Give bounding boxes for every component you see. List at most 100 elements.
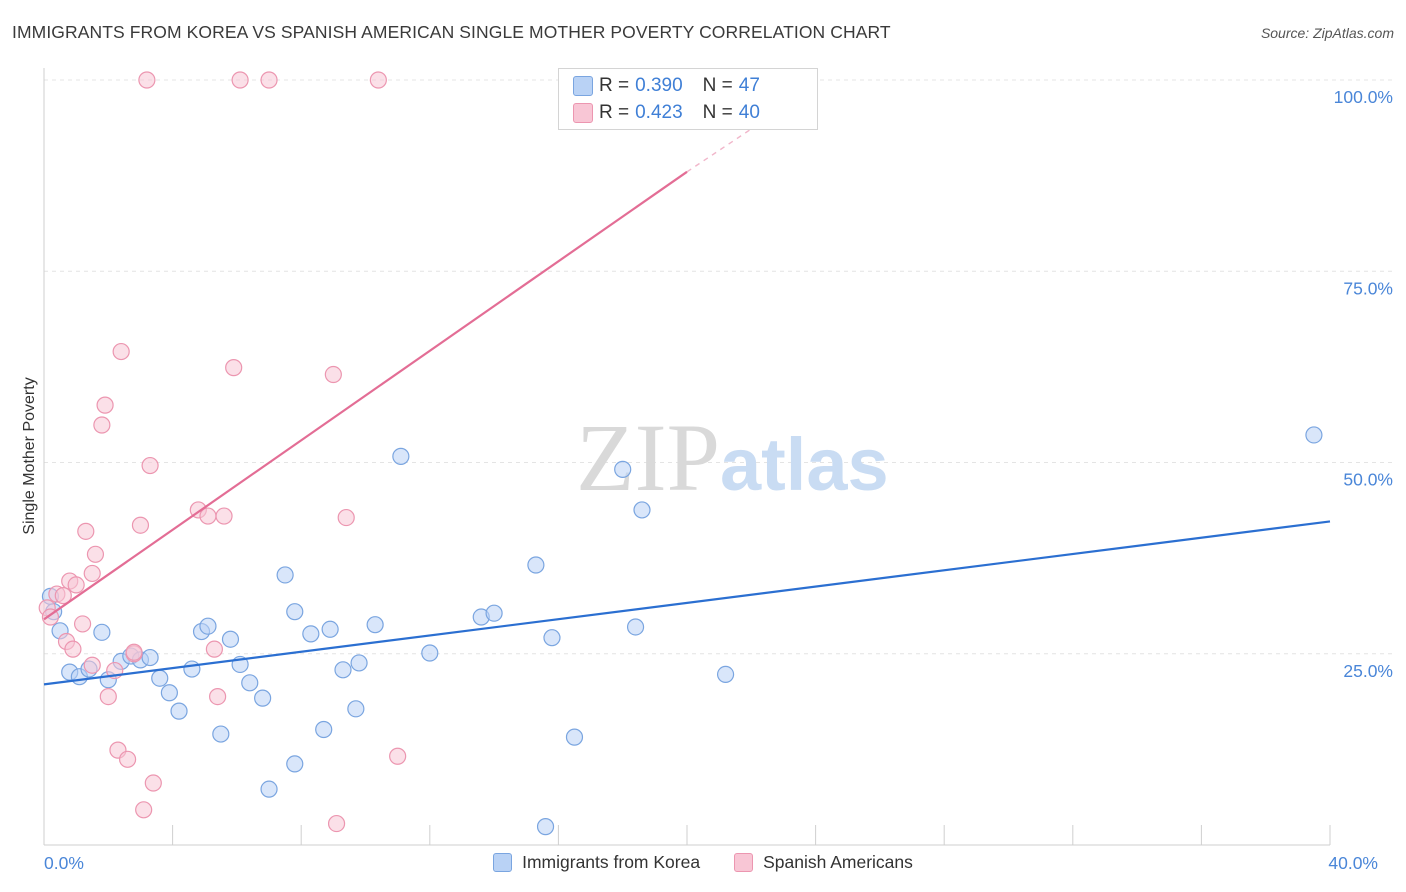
y-axis-label: Single Mother Poverty (21, 377, 38, 534)
spanish-point (138, 71, 156, 89)
n-label: N = (702, 75, 733, 96)
r-value: 0.423 (635, 102, 683, 123)
korea-point (160, 684, 178, 702)
series-legend: Immigrants from Korea Spanish Americans (0, 852, 1406, 873)
x-tick-label: 40.0% (1328, 853, 1378, 873)
korea-point (141, 648, 159, 667)
spanish-point (369, 71, 387, 89)
source-credit: Source: ZipAtlas.com (1260, 25, 1394, 41)
n-label: N = (702, 102, 733, 123)
legend-swatch-korea (493, 853, 513, 872)
korea-point (392, 447, 410, 465)
korea-point (241, 674, 259, 692)
korea-point (543, 629, 561, 647)
y-tick-label: 25.0% (1343, 661, 1393, 681)
stats-legend-row-korea: R = 0.390 N = 47 (573, 73, 760, 99)
korea-point (716, 665, 735, 684)
spanish-point (67, 576, 85, 594)
spanish-point (96, 396, 114, 414)
axes (43, 68, 1331, 846)
spanish-point (86, 545, 105, 563)
spanish-point (118, 750, 137, 768)
spanish-point (205, 640, 223, 658)
chart-title: IMMIGRANTS FROM KOREA VS SPANISH AMERICA… (12, 22, 891, 42)
r-label: R = (599, 102, 630, 123)
korea-point (321, 620, 339, 638)
spanish-point (231, 71, 249, 89)
r-value: 0.390 (635, 75, 683, 96)
korea-point (626, 618, 645, 636)
n-value: 47 (738, 75, 760, 96)
korea-point (260, 780, 278, 798)
r-label: R = (599, 75, 630, 96)
korea-point (350, 654, 368, 672)
stats-legend: R = 0.390 N = 47 R = 0.423 N = 40 (558, 68, 818, 130)
korea-point (93, 623, 111, 641)
korea-point (254, 689, 272, 707)
korea-point (221, 630, 240, 648)
spanish-trend-line (43, 170, 688, 621)
spanish-point (225, 359, 243, 377)
korea-point (286, 755, 304, 773)
data-points (38, 71, 1323, 836)
korea-point (485, 604, 503, 622)
korea-point (421, 644, 439, 662)
korea-point (527, 556, 545, 574)
spanish-point (389, 747, 407, 765)
spanish-point (99, 687, 117, 706)
spanish-point (83, 564, 101, 583)
spanish-point (64, 640, 82, 658)
korea-point (151, 669, 169, 687)
legend-swatch-spanish (734, 853, 754, 872)
spanish-point (144, 774, 162, 792)
spanish-point (73, 615, 92, 633)
watermark-atlas: atlas (720, 423, 889, 506)
legend-label: Spanish Americans (763, 852, 913, 872)
spanish-point (337, 508, 355, 527)
legend-label: Immigrants from Korea (522, 852, 701, 872)
korea-trend-line (43, 520, 1331, 686)
korea-point (334, 661, 352, 679)
tick-labels: 25.0% 50.0% 75.0% 100.0% 0.0% 40.0% (44, 87, 1393, 873)
korea-point (276, 566, 294, 584)
spanish-point (93, 416, 111, 434)
spanish-point (327, 814, 346, 833)
korea-point (633, 501, 651, 519)
legend-item-spanish[interactable]: Spanish Americans (734, 852, 913, 873)
legend-item-korea[interactable]: Immigrants from Korea (493, 852, 700, 873)
n-value: 40 (738, 102, 760, 123)
korea-point (1305, 426, 1323, 444)
spanish-point (112, 342, 130, 361)
spanish-point (260, 71, 278, 89)
spanish-point (131, 516, 150, 534)
y-tick-label: 75.0% (1343, 278, 1393, 298)
spanish-point (77, 522, 95, 540)
korea-point (614, 460, 632, 478)
spanish-point (54, 587, 72, 605)
x-tick-label: 0.0% (44, 853, 84, 873)
korea-point (366, 616, 384, 634)
y-tick-label: 100.0% (1334, 87, 1393, 107)
korea-point (315, 720, 333, 739)
spanish-point (125, 643, 143, 661)
legend-swatch-spanish (573, 103, 593, 123)
korea-point (347, 700, 365, 718)
spanish-point (83, 656, 101, 674)
korea-point (212, 725, 230, 743)
gridlines (44, 79, 1392, 655)
trend-lines (43, 117, 1331, 686)
spanish-point (135, 801, 153, 819)
spanish-point (324, 365, 342, 384)
korea-point (199, 617, 217, 635)
stats-legend-row-spanish: R = 0.423 N = 40 (573, 100, 760, 126)
korea-point (286, 603, 304, 621)
korea-point (183, 660, 201, 678)
watermark-zip: ZIP (576, 404, 720, 511)
y-tick-label: 50.0% (1343, 470, 1393, 490)
korea-point (536, 818, 555, 836)
spanish-point (199, 507, 217, 525)
korea-point (565, 728, 584, 746)
korea-point (170, 702, 188, 720)
legend-swatch-korea (573, 76, 593, 96)
